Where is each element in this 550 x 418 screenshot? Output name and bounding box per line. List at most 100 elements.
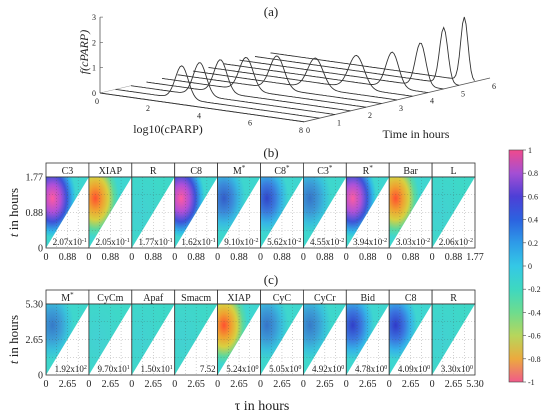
x-tick-label: 6 [248, 119, 252, 128]
x-tick-label: 0.88 [230, 252, 248, 263]
heatmap-value: 5.24x100 [226, 364, 258, 374]
density-curve [254, 26, 460, 86]
x-tick-label: 2.65 [359, 379, 377, 390]
x-axis-label: τ in hours [235, 399, 290, 414]
x-tick-label: 0.88 [59, 252, 77, 263]
heatmap-value: 2.06x10-2 [439, 237, 473, 247]
colorbar-tick-label: 0.8 [528, 169, 538, 178]
time-tick-label: 2 [368, 111, 372, 120]
colorbar-tick-label: 0.6 [528, 192, 538, 201]
heatmap-title: R [150, 166, 157, 177]
panel-b-label: (b) [263, 145, 278, 160]
colorbar-tick-label: -0.6 [528, 332, 541, 341]
heatmap-title: Apaf [143, 293, 164, 304]
x-tick-label: 0 [172, 252, 177, 263]
x-tick-label: 2.65 [230, 379, 248, 390]
y-axis-label: t in hours [6, 315, 21, 364]
heatmap-r: R 3.30x100 [431, 289, 476, 376]
y-axis-label: t in hours [6, 188, 21, 237]
y-tick-label: 0 [38, 371, 43, 382]
time-tick-label: 5 [461, 89, 465, 98]
blank-region [432, 304, 475, 375]
heatmap-title: XIAP [227, 293, 251, 304]
heatmap-value: 4.78x100 [355, 364, 387, 374]
heatmap-value: 4.09x100 [398, 364, 430, 374]
x-tick-label: 0 [215, 252, 220, 263]
x-tick-label: 0 [86, 379, 91, 390]
colorbar-tick-label: 0.2 [528, 239, 538, 248]
f-axis-label: f(cPARP) [77, 30, 91, 74]
density-curve [115, 65, 320, 119]
panel-a-label: (a) [264, 4, 278, 19]
x-tick-label: 5.30 [466, 379, 484, 390]
heatmap-value: 1.92x102 [55, 364, 87, 374]
heatmap-smacm: Smacm 7.52 [174, 289, 218, 376]
x-tick-label: 2.65 [145, 379, 163, 390]
x-tick-label: 0 [301, 252, 306, 263]
x-tick-label: 0 [172, 379, 177, 390]
time-axis-label: Time in hours [383, 127, 450, 141]
heatmap-title: CyC [273, 293, 292, 304]
density-curve [146, 59, 351, 112]
heatmap-value: 1.62x10-1 [181, 237, 215, 247]
y-tick-label: 2 [92, 38, 96, 47]
heatmap-bid: Bid 4.78x100 [345, 289, 390, 376]
colorbar: 1 0.8 0.6 0.4 0.2 0 -0.2 -0.4 -0.6 -0.8 -1 [508, 146, 541, 387]
density-curve [161, 57, 367, 108]
heatmap-title: CyCm [97, 293, 123, 304]
colorbar-tick-label: -1 [528, 378, 535, 387]
heatmap-title: C8* [274, 164, 290, 177]
x-tick-label: 0.88 [102, 252, 120, 263]
time-tick-label: 3 [399, 104, 403, 113]
x-tick-label: 2.65 [59, 379, 77, 390]
log10-axis-label: log10(cPARP) [133, 122, 203, 136]
density-curve [130, 62, 336, 115]
x-tick-label: 2.65 [402, 379, 420, 390]
heatmap-title: R* [363, 164, 374, 177]
x-tick-label: 2.65 [273, 379, 291, 390]
time-tick-label: 1 [337, 119, 341, 128]
heatmap-xiap: XIAP 2.05x10-1 [88, 162, 133, 249]
heatmap-value: 5.05x100 [269, 364, 301, 374]
heatmap-title: M* [233, 164, 246, 177]
y-tick-label: 0 [38, 244, 43, 255]
heatmap-c8: C8 1.62x10-1 [174, 162, 218, 249]
colorbar-tick-label: 0 [528, 262, 532, 271]
heatmap-m-star: M* 1.92x102 [45, 289, 90, 376]
heatmap-title: R [450, 293, 457, 304]
blank-region [174, 177, 218, 248]
x-tick-label: 0 [258, 252, 263, 263]
blank-region [174, 304, 218, 375]
heatmap-cycr: CyCr 4.92x100 [302, 289, 347, 376]
heatmap-value: 3.03x10-2 [396, 237, 430, 247]
x-tick-label: 0 [129, 252, 134, 263]
heatmap-value: 2.07x10-1 [53, 237, 87, 247]
x-tick-label: 0.88 [187, 252, 205, 263]
time-tick-label: 6 [492, 82, 496, 91]
heatmap-xiap: XIAP 5.24x100 [217, 289, 261, 376]
x-tick-label: 0 [95, 97, 99, 106]
x-tick-label: 0 [430, 252, 435, 263]
y-tick-label: 5.30 [26, 300, 44, 311]
heatmap-value: 3.30x100 [441, 364, 473, 374]
x-tick-label: 0.88 [316, 252, 334, 263]
time-tick-label: 4 [430, 97, 434, 106]
x-tick-label: 0 [430, 379, 435, 390]
y-tick-label: 0.88 [26, 208, 44, 219]
y-tick-label: 1 [92, 64, 96, 73]
y-tick-label: 0 [92, 89, 96, 98]
heatmap-value: 1.50x101 [140, 364, 172, 374]
heatmap-c3-star: C3* 4.55x10-2 [302, 162, 347, 249]
colorbar-tick-label: 1 [528, 146, 532, 155]
heatmap-value: 3.94x10-2 [353, 237, 387, 247]
heatmap-value: 5.62x10-2 [267, 237, 301, 247]
heatmap-title: Bar [403, 166, 418, 177]
heatmap-c8-star: C8* 5.62x10-2 [260, 162, 304, 249]
heatmap-title: CyCr [314, 293, 336, 304]
heatmap-title: Smacm [181, 293, 211, 304]
x-tick-label: 0.88 [359, 252, 377, 263]
x-tick-label: 0.88 [273, 252, 291, 263]
x-tick-label: 2 [146, 104, 150, 113]
